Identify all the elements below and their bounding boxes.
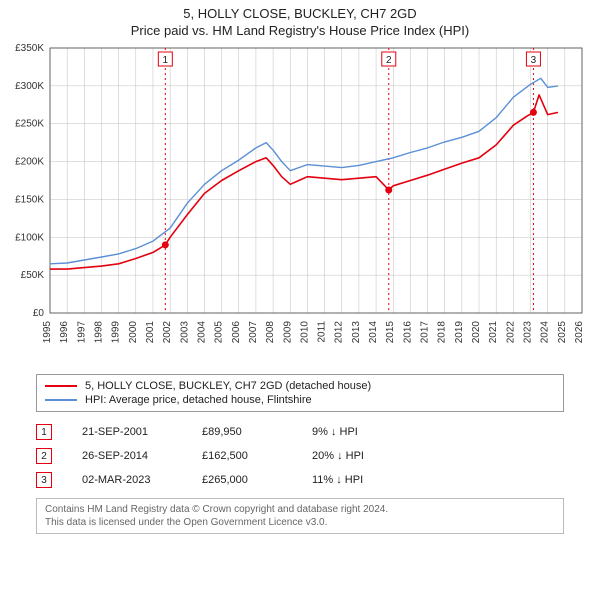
svg-text:2016: 2016 — [402, 321, 413, 344]
event-date: 21-SEP-2001 — [82, 426, 172, 438]
svg-text:2012: 2012 — [334, 321, 345, 344]
footer-line: Contains HM Land Registry data © Crown c… — [45, 503, 555, 516]
legend-swatch — [45, 385, 77, 387]
events-table: 1 21-SEP-2001 £89,950 9% ↓ HPI 2 26-SEP-2014 £… — [36, 420, 564, 492]
svg-text:2019: 2019 — [454, 321, 465, 344]
event-date: 02-MAR-2023 — [82, 474, 172, 486]
svg-text:2023: 2023 — [523, 321, 534, 344]
svg-text:2002: 2002 — [162, 321, 173, 344]
svg-text:3: 3 — [531, 55, 537, 66]
svg-text:£100K: £100K — [15, 232, 44, 243]
event-delta: 11% ↓ HPI — [312, 474, 412, 486]
event-marker: 3 — [36, 472, 52, 488]
legend: 5, HOLLY CLOSE, BUCKLEY, CH7 2GD (detach… — [36, 374, 564, 412]
svg-text:£0: £0 — [33, 308, 45, 319]
svg-text:2024: 2024 — [540, 321, 551, 344]
legend-item: HPI: Average price, detached house, Flin… — [45, 393, 555, 407]
event-price: £162,500 — [202, 450, 282, 462]
event-row: 1 21-SEP-2001 £89,950 9% ↓ HPI — [36, 420, 564, 444]
svg-text:2020: 2020 — [471, 321, 482, 344]
svg-text:2013: 2013 — [351, 321, 362, 344]
legend-item: 5, HOLLY CLOSE, BUCKLEY, CH7 2GD (detach… — [45, 379, 555, 393]
chart-area: £0 £50K £100K £150K £200K £250K £300K £350K 1995… — [0, 38, 600, 368]
event-marker: 1 — [36, 424, 52, 440]
svg-text:1: 1 — [163, 55, 169, 66]
chart-title-block: 5, HOLLY CLOSE, BUCKLEY, CH7 2GD Price p… — [0, 0, 600, 38]
svg-text:£200K: £200K — [15, 157, 44, 168]
legend-label: HPI: Average price, detached house, Flin… — [85, 394, 312, 406]
svg-text:1998: 1998 — [93, 321, 104, 344]
event-price: £265,000 — [202, 474, 282, 486]
svg-text:2015: 2015 — [385, 321, 396, 344]
svg-text:2005: 2005 — [214, 321, 225, 344]
svg-text:2017: 2017 — [420, 321, 431, 344]
svg-text:2008: 2008 — [265, 321, 276, 344]
svg-text:£50K: £50K — [21, 270, 45, 281]
svg-text:2: 2 — [386, 55, 392, 66]
svg-text:1996: 1996 — [59, 321, 70, 344]
svg-text:2004: 2004 — [196, 321, 207, 344]
svg-text:1995: 1995 — [42, 321, 53, 344]
svg-text:2007: 2007 — [248, 321, 259, 344]
svg-text:2011: 2011 — [317, 321, 328, 343]
event-price: £89,950 — [202, 426, 282, 438]
svg-text:2025: 2025 — [557, 321, 568, 344]
svg-text:1997: 1997 — [76, 321, 87, 344]
svg-text:£150K: £150K — [15, 194, 44, 205]
svg-text:2003: 2003 — [179, 321, 190, 344]
event-delta: 20% ↓ HPI — [312, 450, 412, 462]
event-row: 2 26-SEP-2014 £162,500 20% ↓ HPI — [36, 444, 564, 468]
chart-subtitle: Price paid vs. HM Land Registry's House … — [0, 23, 600, 38]
footer-line: This data is licensed under the Open Gov… — [45, 516, 555, 529]
line-chart-svg: £0 £50K £100K £150K £200K £250K £300K £350K 1995… — [0, 38, 600, 368]
svg-text:2010: 2010 — [299, 321, 310, 344]
svg-text:2021: 2021 — [488, 321, 499, 344]
event-delta: 9% ↓ HPI — [312, 426, 412, 438]
attribution-footer: Contains HM Land Registry data © Crown c… — [36, 498, 564, 534]
event-row: 3 02-MAR-2023 £265,000 11% ↓ HPI — [36, 468, 564, 492]
svg-text:2014: 2014 — [368, 321, 379, 344]
svg-text:£350K: £350K — [15, 43, 44, 54]
svg-text:£250K: £250K — [15, 119, 44, 130]
svg-text:2006: 2006 — [231, 321, 242, 344]
chart-title: 5, HOLLY CLOSE, BUCKLEY, CH7 2GD — [0, 6, 600, 21]
legend-label: 5, HOLLY CLOSE, BUCKLEY, CH7 2GD (detach… — [85, 380, 371, 392]
svg-text:2009: 2009 — [282, 321, 293, 344]
event-marker: 2 — [36, 448, 52, 464]
svg-text:2000: 2000 — [128, 321, 139, 344]
svg-text:1999: 1999 — [111, 321, 122, 344]
svg-text:2026: 2026 — [574, 321, 585, 344]
svg-text:£300K: £300K — [15, 81, 44, 92]
svg-text:2022: 2022 — [505, 321, 516, 344]
svg-text:2018: 2018 — [437, 321, 448, 344]
event-date: 26-SEP-2014 — [82, 450, 172, 462]
svg-text:2001: 2001 — [145, 321, 156, 344]
legend-swatch — [45, 399, 77, 401]
